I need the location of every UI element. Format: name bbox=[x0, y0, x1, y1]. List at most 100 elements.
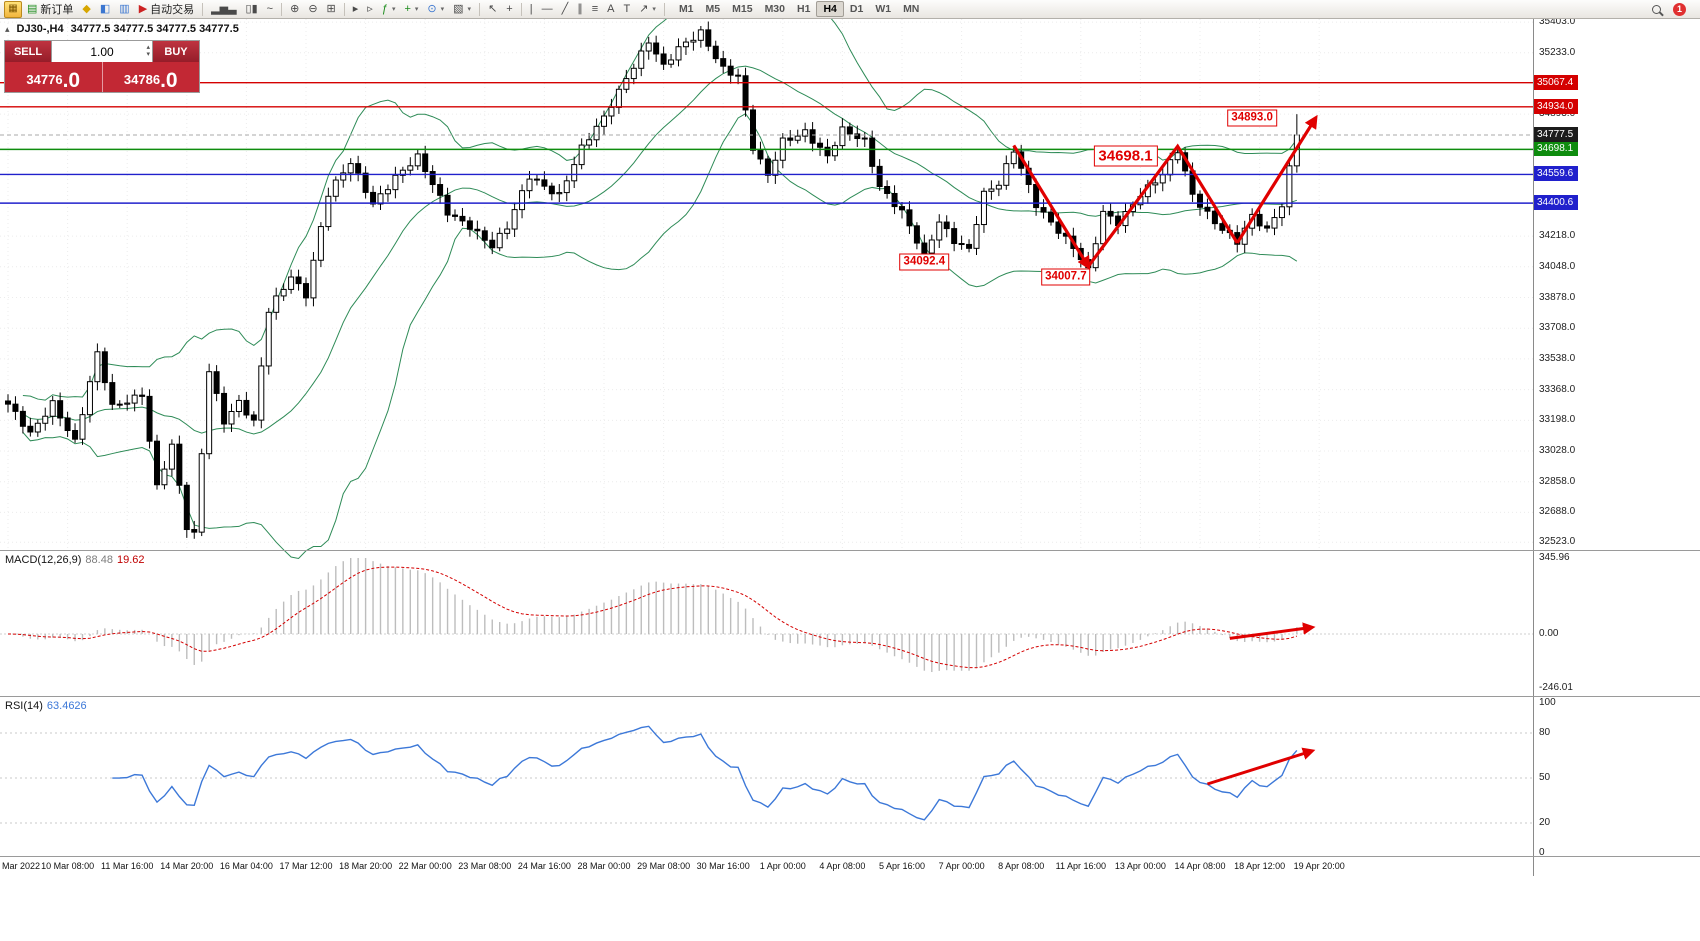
arrows-icon: ↗ bbox=[639, 2, 649, 15]
periods-button[interactable]: ⊙ ▾ bbox=[423, 1, 448, 18]
channel-button[interactable]: ∥ bbox=[573, 1, 587, 18]
price-annotation[interactable]: 34092.4 bbox=[899, 253, 950, 271]
current-price-tag: 34777.5 bbox=[1534, 127, 1579, 143]
sell-button[interactable]: SELL bbox=[5, 41, 51, 62]
search-icon[interactable] bbox=[1652, 4, 1661, 14]
templates-icon: ▧ bbox=[453, 2, 464, 15]
indicators-icon: ƒ bbox=[381, 2, 388, 15]
time-axis-label: 1 Apr 00:00 bbox=[759, 861, 806, 871]
timeframe-d1[interactable]: D1 bbox=[849, 3, 864, 15]
sell-price[interactable]: 34776 .0 bbox=[5, 62, 103, 92]
notification-badge[interactable]: 1 bbox=[1673, 2, 1686, 16]
timeframe-m5[interactable]: M5 bbox=[705, 3, 721, 15]
trendline-button[interactable]: ╱ bbox=[558, 1, 573, 18]
auto-scroll-button[interactable]: ▸ bbox=[349, 1, 363, 18]
text-label-icon: T bbox=[623, 2, 631, 15]
price-axis[interactable]: 35403.035233.034893.034218.034048.033878… bbox=[1533, 16, 1700, 876]
main-toolbar: ▦ ▤ 新订单 ◆ ◧ ▥ ▶ 自动交易 ▂▅▃ ▯▮ ~ ⊕ ⊖ ⊞ ▸ ▹ ƒ ▾ + ▾ ⊙ ▾ ▧ ▾ ↖ + | — ╱ ∥ ≡ A… bbox=[0, 0, 1700, 19]
symbol-ohlc-values: 34777.5 34777.5 34777.5 34777.5 bbox=[70, 23, 239, 35]
price-tick: 33198.0 bbox=[1539, 414, 1576, 426]
horizontal-line-button[interactable]: — bbox=[538, 1, 557, 18]
zoom-in-button[interactable]: ⊕ bbox=[286, 1, 303, 18]
horizontal-line-icon: — bbox=[541, 2, 553, 15]
rsi-panel-divider[interactable] bbox=[0, 696, 1700, 697]
timeframe-h4[interactable]: H4 bbox=[816, 1, 844, 17]
zigzag-arrow[interactable] bbox=[1012, 114, 1318, 270]
price-tick: 33708.0 bbox=[1539, 322, 1576, 334]
symbol-ohlc-bar: ▴ DJ30-,H4 34777.5 34777.5 34777.5 34777… bbox=[5, 23, 239, 35]
timeframe-mn[interactable]: MN bbox=[903, 3, 920, 15]
data-window-icon: ▥ bbox=[119, 2, 130, 15]
autotrading-button[interactable]: ▶ 自动交易 bbox=[135, 1, 198, 18]
new-order-button[interactable]: ▤ 新订单 bbox=[23, 1, 77, 18]
price-annotation[interactable]: 34007.7 bbox=[1041, 268, 1091, 286]
profiles-button[interactable]: ◧ bbox=[96, 1, 114, 18]
price-tick: 33368.0 bbox=[1539, 383, 1576, 395]
templates-button[interactable]: ▧ ▾ bbox=[449, 1, 475, 18]
buy-button[interactable]: BUY bbox=[153, 41, 199, 62]
text-button[interactable]: A bbox=[603, 1, 618, 18]
indicators-button[interactable]: ƒ ▾ bbox=[378, 1, 400, 18]
timeframe-w1[interactable]: W1 bbox=[875, 3, 892, 15]
arrows-button[interactable]: ↗ ▾ bbox=[635, 1, 660, 18]
timeframe-m1[interactable]: M1 bbox=[678, 3, 694, 15]
price-annotation[interactable]: 34893.0 bbox=[1227, 109, 1277, 127]
time-axis-label: 18 Mar 20:00 bbox=[339, 861, 393, 871]
crosshair-button[interactable]: + bbox=[502, 1, 516, 18]
time-axis-label: 28 Mar 00:00 bbox=[577, 861, 631, 871]
new-chart-button[interactable]: ◆ bbox=[78, 1, 94, 18]
arrows-icon-caret[interactable]: ▾ bbox=[652, 6, 656, 13]
timeframe-m30[interactable]: M30 bbox=[764, 3, 785, 15]
volume-input[interactable]: 1.00 ▴ ▾ bbox=[51, 41, 153, 62]
chart-line-button[interactable]: ~ bbox=[263, 1, 277, 18]
time-axis-label: 24 Mar 16:00 bbox=[517, 861, 571, 871]
macd-trend-arrow[interactable] bbox=[1229, 622, 1316, 640]
autotrading-button: ▶ bbox=[138, 2, 148, 15]
periods-icon-caret[interactable]: ▾ bbox=[440, 6, 445, 13]
add-indicator-button[interactable]: + ▾ bbox=[400, 1, 422, 18]
fibonacci-button[interactable]: ≡ bbox=[588, 1, 602, 18]
spin-down-icon[interactable]: ▾ bbox=[146, 50, 150, 58]
chart-candles-button[interactable]: ▯▮ bbox=[242, 1, 262, 18]
indicators-icon-caret[interactable]: ▾ bbox=[391, 6, 396, 13]
timeframe-h1[interactable]: H1 bbox=[797, 3, 811, 15]
rsi-tick: 50 bbox=[1539, 772, 1551, 783]
macd-indicator-label: MACD(12,26,9) 88.48 19.62 bbox=[5, 554, 144, 566]
price-annotation[interactable]: 34698.1 bbox=[1093, 145, 1158, 167]
zoom-out-button[interactable]: ⊖ bbox=[304, 1, 321, 18]
chart-line-icon: ~ bbox=[266, 2, 274, 15]
timeframe-m15[interactable]: M15 bbox=[732, 3, 753, 15]
cursor-button[interactable]: ↖ bbox=[484, 1, 501, 18]
price-tick: 35233.0 bbox=[1539, 46, 1576, 58]
rsi-tick: 100 bbox=[1539, 697, 1556, 708]
text-label-button[interactable]: T bbox=[619, 1, 634, 18]
chart-bars-button[interactable]: ▂▅▃ bbox=[207, 1, 240, 18]
time-axis-label: 14 Apr 08:00 bbox=[1174, 861, 1226, 871]
data-window-button[interactable]: ▥ bbox=[115, 1, 133, 18]
templates-icon-caret[interactable]: ▾ bbox=[467, 6, 472, 13]
one-click-collapse-icon[interactable]: ▴ bbox=[5, 23, 10, 34]
time-axis[interactable]: Mar 2022 10 Mar 08:00 11 Mar 16:00 14 Mar 2… bbox=[0, 857, 1533, 876]
auto-scroll-icon: ▸ bbox=[352, 2, 359, 15]
buy-price[interactable]: 34786 .0 bbox=[102, 62, 199, 92]
chart-shift-button[interactable]: ▹ bbox=[363, 1, 377, 18]
time-axis-label: 4 Apr 08:00 bbox=[819, 861, 866, 871]
vertical-line-button[interactable]: | bbox=[526, 1, 537, 18]
toolbar-right: 1 bbox=[1652, 2, 1696, 16]
spin-up-icon[interactable]: ▴ bbox=[146, 44, 150, 52]
chart-candles-icon: ▯▮ bbox=[245, 2, 258, 15]
rsi-tick: 20 bbox=[1539, 817, 1551, 828]
price-tag-34698.1: 34698.1 bbox=[1534, 141, 1579, 157]
price-tick: 34048.0 bbox=[1539, 260, 1576, 272]
macd-panel-divider[interactable] bbox=[0, 550, 1700, 551]
rsi-trend-arrow[interactable] bbox=[1206, 747, 1316, 786]
app-icon: ▦ bbox=[8, 3, 18, 14]
macd-tick: 345.96 bbox=[1539, 552, 1570, 563]
tile-windows-icon: ⊞ bbox=[326, 2, 336, 15]
chart-bars-icon: ▂▅▃ bbox=[211, 2, 237, 15]
text-icon: A bbox=[607, 2, 615, 15]
tile-windows-button[interactable]: ⊞ bbox=[323, 1, 340, 18]
volume-spinner[interactable]: ▴ ▾ bbox=[146, 41, 150, 62]
add-indicator-icon-caret[interactable]: ▾ bbox=[414, 6, 419, 13]
